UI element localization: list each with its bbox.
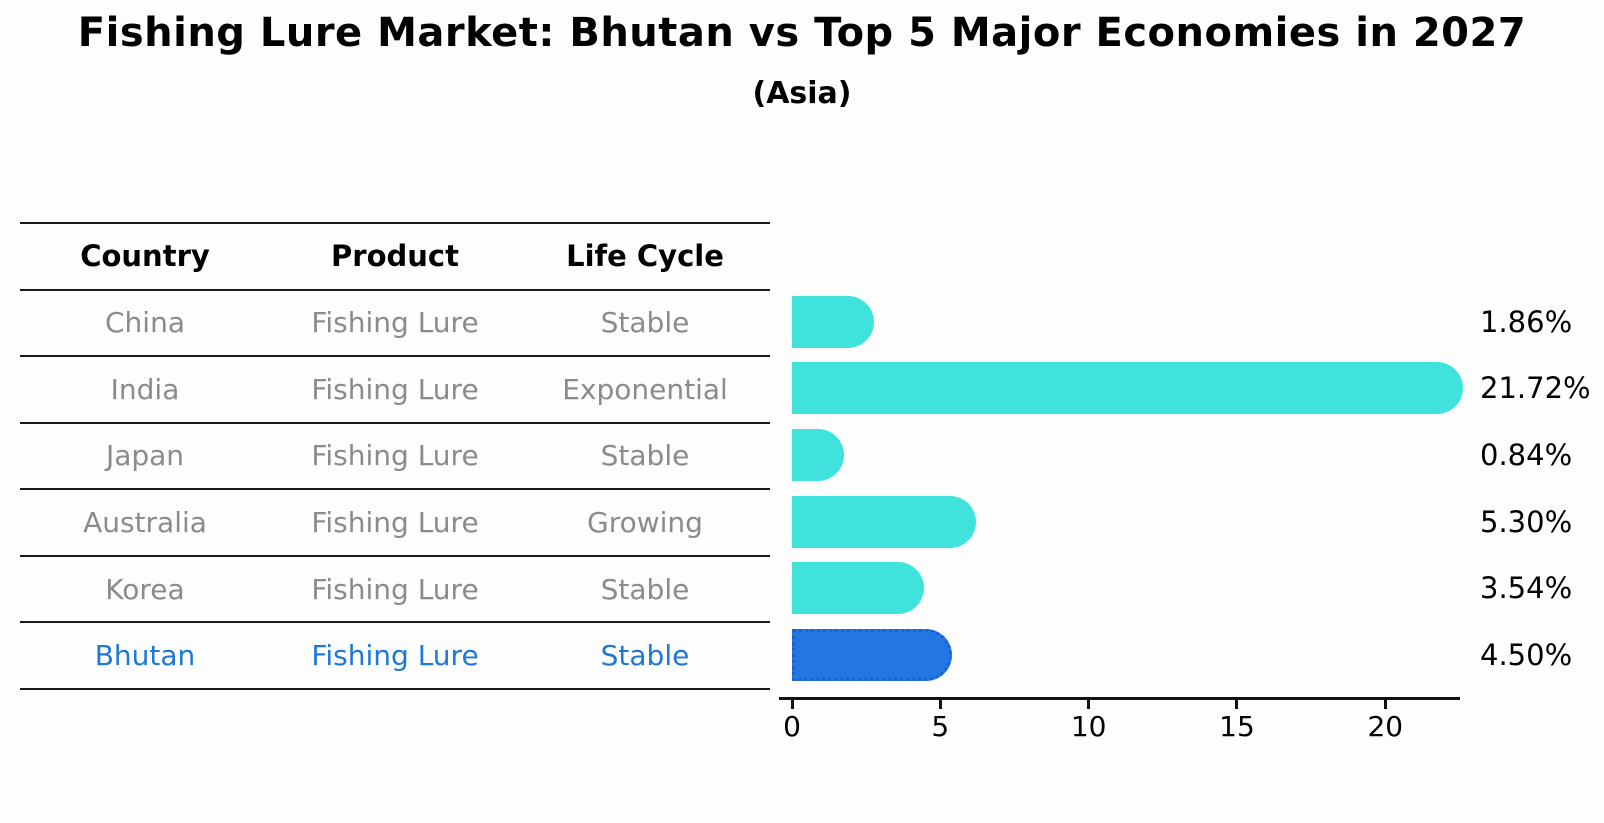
table-cell-country: Japan — [105, 439, 185, 473]
bar-japan — [792, 428, 844, 481]
x-tick-label-5: 5 — [931, 710, 950, 743]
table-cell-life-cycle: Growing — [587, 506, 703, 540]
table-cell-life-cycle: Stable — [600, 572, 690, 606]
table-row-japan: Japan Fishing Lure Stable — [20, 424, 770, 491]
table-cell-life-cycle: Stable — [600, 306, 690, 340]
value-label-australia: 5.30% — [1480, 504, 1573, 539]
table-cell-product: Fishing Lure — [311, 639, 479, 673]
country-table: Country Product Life Cycle China Fishing … — [20, 222, 770, 690]
table-cell-country: China — [105, 306, 185, 340]
value-label-korea: 3.54% — [1480, 571, 1573, 606]
table-row-australia: Australia Fishing Lure Growing — [20, 490, 770, 557]
bar-india — [792, 362, 1464, 415]
value-label-bhutan: 4.50% — [1480, 637, 1573, 672]
table-row-bhutan: Bhutan Fishing Lure Stable — [20, 623, 770, 690]
x-tick-label-20: 20 — [1367, 710, 1404, 743]
table-cell-product: Fishing Lure — [311, 372, 479, 406]
bar-korea — [792, 562, 925, 615]
table-cell-country: Bhutan — [94, 639, 196, 673]
table-header-country: Country — [80, 239, 210, 274]
x-tick-10 — [1087, 700, 1091, 709]
table-header-life-cycle: Life Cycle — [566, 239, 724, 274]
value-label-china: 1.86% — [1480, 304, 1573, 339]
table-row-korea: Korea Fishing Lure Stable — [20, 557, 770, 624]
table-cell-product: Fishing Lure — [311, 439, 479, 473]
table-cell-life-cycle: Exponential — [562, 372, 728, 406]
table-row-india: India Fishing Lure Exponential — [20, 357, 770, 424]
table-header-product: Product — [331, 239, 459, 274]
bar-china — [792, 295, 875, 348]
value-label-japan: 0.84% — [1480, 437, 1573, 472]
x-tick-label-15: 15 — [1219, 710, 1255, 743]
table-cell-life-cycle: Stable — [600, 639, 690, 673]
table-cell-product: Fishing Lure — [311, 306, 479, 340]
table-header-row: Country Product Life Cycle — [20, 224, 770, 291]
table-cell-country: India — [110, 372, 180, 406]
chart-subtitle: (Asia) — [752, 76, 852, 111]
value-label-india: 21.72% — [1480, 371, 1591, 406]
bar-australia — [792, 495, 977, 548]
table-cell-product: Fishing Lure — [311, 506, 479, 540]
x-tick-20 — [1383, 700, 1387, 709]
table-row-china: China Fishing Lure Stable — [20, 291, 770, 358]
chart-title: Fishing Lure Market: Bhutan vs Top 5 Maj… — [77, 10, 1527, 56]
x-axis-line — [779, 697, 1460, 700]
table-cell-country: Australia — [83, 506, 207, 540]
table-cell-product: Fishing Lure — [311, 572, 479, 606]
bar-bhutan — [792, 628, 953, 681]
x-tick-label-10: 10 — [1070, 710, 1107, 743]
table-cell-country: Korea — [105, 572, 185, 606]
x-tick-0 — [790, 700, 794, 709]
table-cell-life-cycle: Stable — [600, 439, 690, 473]
x-tick-15 — [1235, 700, 1239, 709]
x-tick-5 — [938, 700, 942, 709]
x-tick-label-0: 0 — [783, 710, 801, 743]
